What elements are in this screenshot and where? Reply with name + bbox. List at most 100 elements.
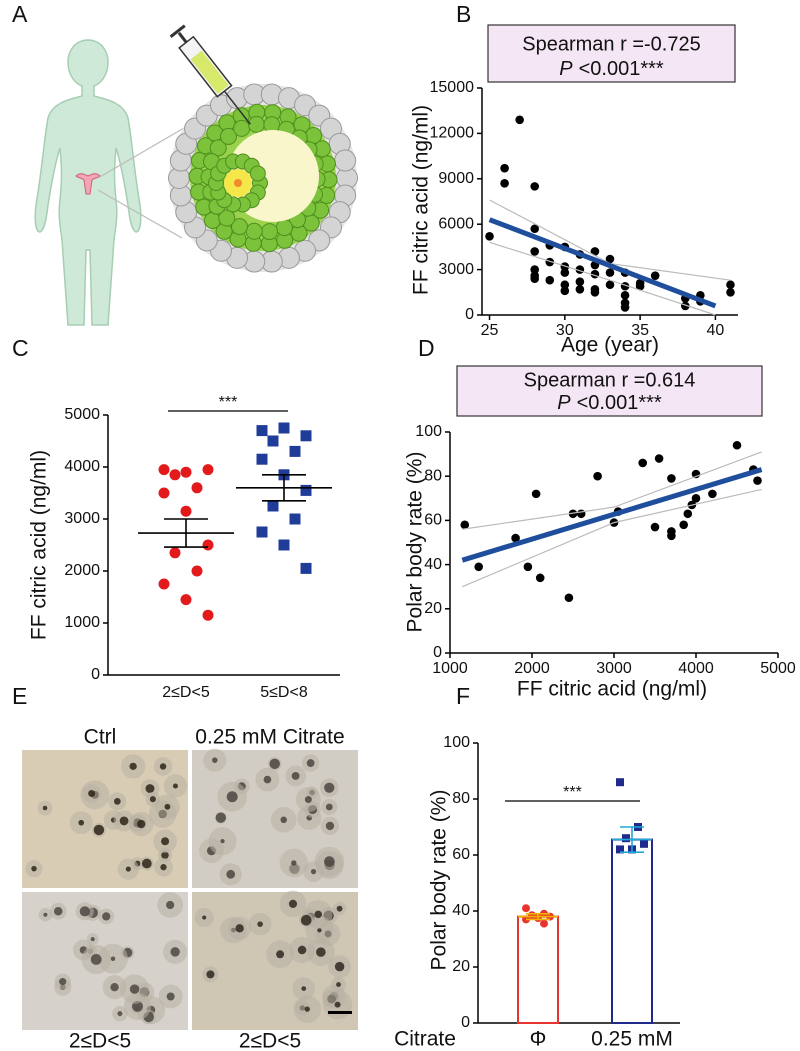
panel-label: C (12, 335, 29, 361)
y-tick-label: 0 (91, 666, 100, 683)
data-point (522, 904, 530, 913)
data-point (568, 509, 578, 519)
oocyte-core (166, 900, 175, 910)
data-point (593, 471, 602, 481)
data-point (667, 474, 676, 483)
confidence-band (462, 488, 762, 588)
oocyte-core (325, 821, 335, 831)
data-point (531, 489, 541, 499)
x-axis-title: Age (year) (561, 334, 659, 357)
y-axis-title: Polar body rate (%) (404, 452, 427, 633)
granulosa-cell (209, 139, 227, 157)
oocyte-core (129, 762, 137, 770)
y-tick-label: 9000 (438, 170, 474, 187)
micrographs (22, 748, 358, 1030)
data-point (683, 509, 693, 519)
data-point (616, 778, 624, 787)
data-point (191, 565, 203, 577)
data-point (732, 440, 742, 450)
oocyte-core (226, 791, 238, 803)
data-point (256, 526, 268, 538)
data-point (485, 232, 494, 241)
data-point (726, 280, 735, 290)
oocyte-core (235, 924, 244, 933)
p-value: <0.001*** (577, 392, 662, 414)
y-tick-label: 4000 (64, 458, 100, 475)
data-point (515, 115, 524, 125)
y-tick-label: 60 (452, 846, 470, 863)
oocyte-core (291, 772, 300, 780)
y-tick-label: 0 (433, 644, 442, 661)
data-point (158, 464, 170, 476)
data-point (511, 533, 520, 543)
y-tick-label: 2000 (64, 562, 100, 579)
data-point (158, 487, 170, 499)
oocyte-core (125, 866, 131, 872)
data-point (753, 476, 762, 485)
oocyte-core (334, 1001, 341, 1008)
oocyte-core (93, 824, 105, 836)
data-point (620, 291, 630, 300)
stats-text: Spearman r =0.614 (524, 369, 696, 391)
syringe (169, 24, 251, 125)
data-point (278, 422, 290, 434)
x-tick-label: 1000 (432, 660, 468, 677)
oocyte-core (129, 984, 140, 994)
oocyte-core (301, 986, 307, 991)
column-label: 0.25 mM Citrate (195, 726, 344, 749)
data-point (575, 277, 585, 287)
zoom-line (97, 127, 185, 179)
regression-line (488, 217, 717, 309)
data-point (202, 539, 214, 551)
oocyte-core (166, 992, 175, 1001)
uterus (75, 173, 101, 195)
oocyte-core (310, 868, 317, 875)
x-axis-title: Citrate (394, 1028, 456, 1051)
data-point (691, 494, 701, 503)
oocyte-core (102, 912, 111, 921)
oocyte-core (119, 816, 129, 826)
data-point (530, 182, 540, 191)
y-tick-label: 3000 (64, 510, 100, 527)
scale-bar (328, 1011, 352, 1014)
oocyte-core (336, 982, 341, 987)
data-point (530, 224, 540, 234)
oocyte-core (314, 910, 323, 919)
data-point (523, 562, 533, 572)
y-tick-label: 40 (424, 556, 442, 573)
x-tick-label: 2000 (514, 660, 550, 677)
illustration (34, 24, 358, 326)
oocyte-core (202, 915, 207, 920)
data-point (202, 464, 214, 476)
y-axis-title: FF citric acid (ng/ml) (28, 450, 51, 640)
oocyte-core (164, 803, 171, 810)
oocyte-core (113, 797, 121, 805)
x-tick-label: 5≤D<8 (260, 684, 308, 701)
condition-label: 2≤D<5 (69, 1030, 131, 1051)
data-point (605, 280, 615, 290)
data-point (635, 281, 645, 291)
data-point (640, 839, 648, 848)
data-point (564, 593, 574, 603)
data-point (256, 453, 268, 465)
y-axis-title: FF citric acid (ng/ml) (410, 105, 433, 295)
x-tick-label: 35 (631, 322, 649, 339)
oocyte-core (324, 856, 335, 867)
oocyte-core (334, 961, 345, 972)
data-point (667, 531, 676, 541)
panel-label: D (418, 335, 435, 361)
granulosa-cell (275, 219, 293, 237)
oocyte-core (220, 839, 225, 844)
oocyte-core (161, 851, 169, 860)
y-tick-label: 5000 (64, 406, 100, 423)
oocyte-core (59, 978, 67, 986)
data-point (622, 834, 630, 843)
data-point (530, 247, 540, 256)
y-tick-label: 6000 (438, 215, 474, 232)
data-point (169, 547, 181, 559)
y-tick-label: 100 (443, 734, 470, 751)
data-point (460, 520, 470, 530)
oocyte-core (159, 763, 167, 770)
y-tick-label: 0 (461, 1014, 470, 1031)
data-point (530, 274, 540, 283)
